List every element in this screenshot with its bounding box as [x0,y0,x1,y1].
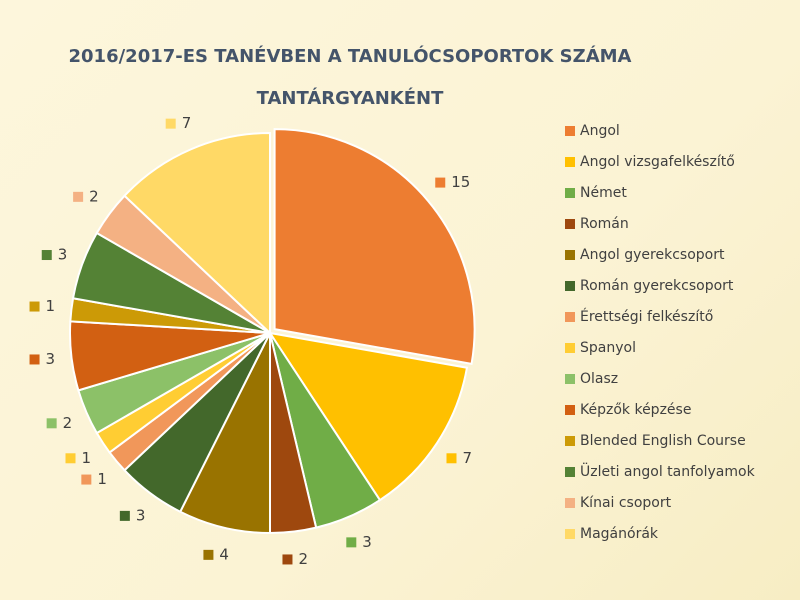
label-marker [346,537,357,548]
legend-marker [565,188,575,198]
label-marker [46,418,57,429]
legend-marker [565,250,575,260]
legend-marker [565,374,575,384]
label-marker [119,510,130,521]
data-label: 3 [58,246,68,264]
legend-marker [565,157,575,167]
legend-label: Angol vizsgafelkészítő [580,154,735,170]
label-marker [446,453,457,464]
legend-label: Spanyol [580,340,636,356]
legend-marker [565,498,575,508]
data-label: 3 [362,533,372,551]
data-label: 3 [46,350,56,368]
legend-label: Angol gyerekcsoport [580,247,725,263]
data-label: 15 [451,173,470,191]
data-label: 1 [97,470,107,488]
data-label: 7 [462,449,472,467]
label-marker [435,177,446,188]
label-marker [29,354,40,365]
legend-label: Blended English Course [580,433,746,449]
label-marker [65,453,76,464]
pie-slice [273,128,476,366]
legend-marker [565,312,575,322]
legend-marker [565,219,575,229]
label-marker [165,118,176,129]
legend-label: Német [580,185,627,201]
legend-label: Olasz [580,371,618,387]
label-marker [203,549,214,560]
data-label: 1 [82,449,92,467]
legend-marker [565,467,575,477]
data-label: 2 [298,550,308,568]
legend-marker [565,436,575,446]
legend-label: Kínai csoport [580,495,672,511]
label-marker [73,191,84,202]
legend-label: Érettségi felkészítő [580,308,713,325]
data-label: 3 [136,506,146,524]
data-label: 1 [46,297,56,315]
legend-marker [565,529,575,539]
legend-label: Képzők képzése [580,402,691,418]
legend-marker [565,405,575,415]
legend-marker [565,343,575,353]
label-marker [41,250,52,261]
chart-title: 2016/2017-ES TANÉVBEN A TANULÓCSOPORTOK … [68,46,632,109]
legend-marker [565,126,575,136]
data-label: 2 [89,187,99,205]
legend-label: Angol [580,123,620,139]
data-label: 2 [63,414,73,432]
label-marker [282,554,293,565]
label-marker [29,301,40,312]
legend-label: Román [580,216,629,232]
legend-label: Üzleti angol tanfolyamok [580,462,756,480]
pie-slice [267,331,469,502]
data-label: 4 [219,545,229,563]
label-marker [81,474,92,485]
legend-label: Magánórák [580,526,659,542]
pie-slice [123,131,271,336]
legend-label: Román gyerekcsoport [580,278,734,294]
legend-marker [565,281,575,291]
data-label: 7 [182,114,192,132]
